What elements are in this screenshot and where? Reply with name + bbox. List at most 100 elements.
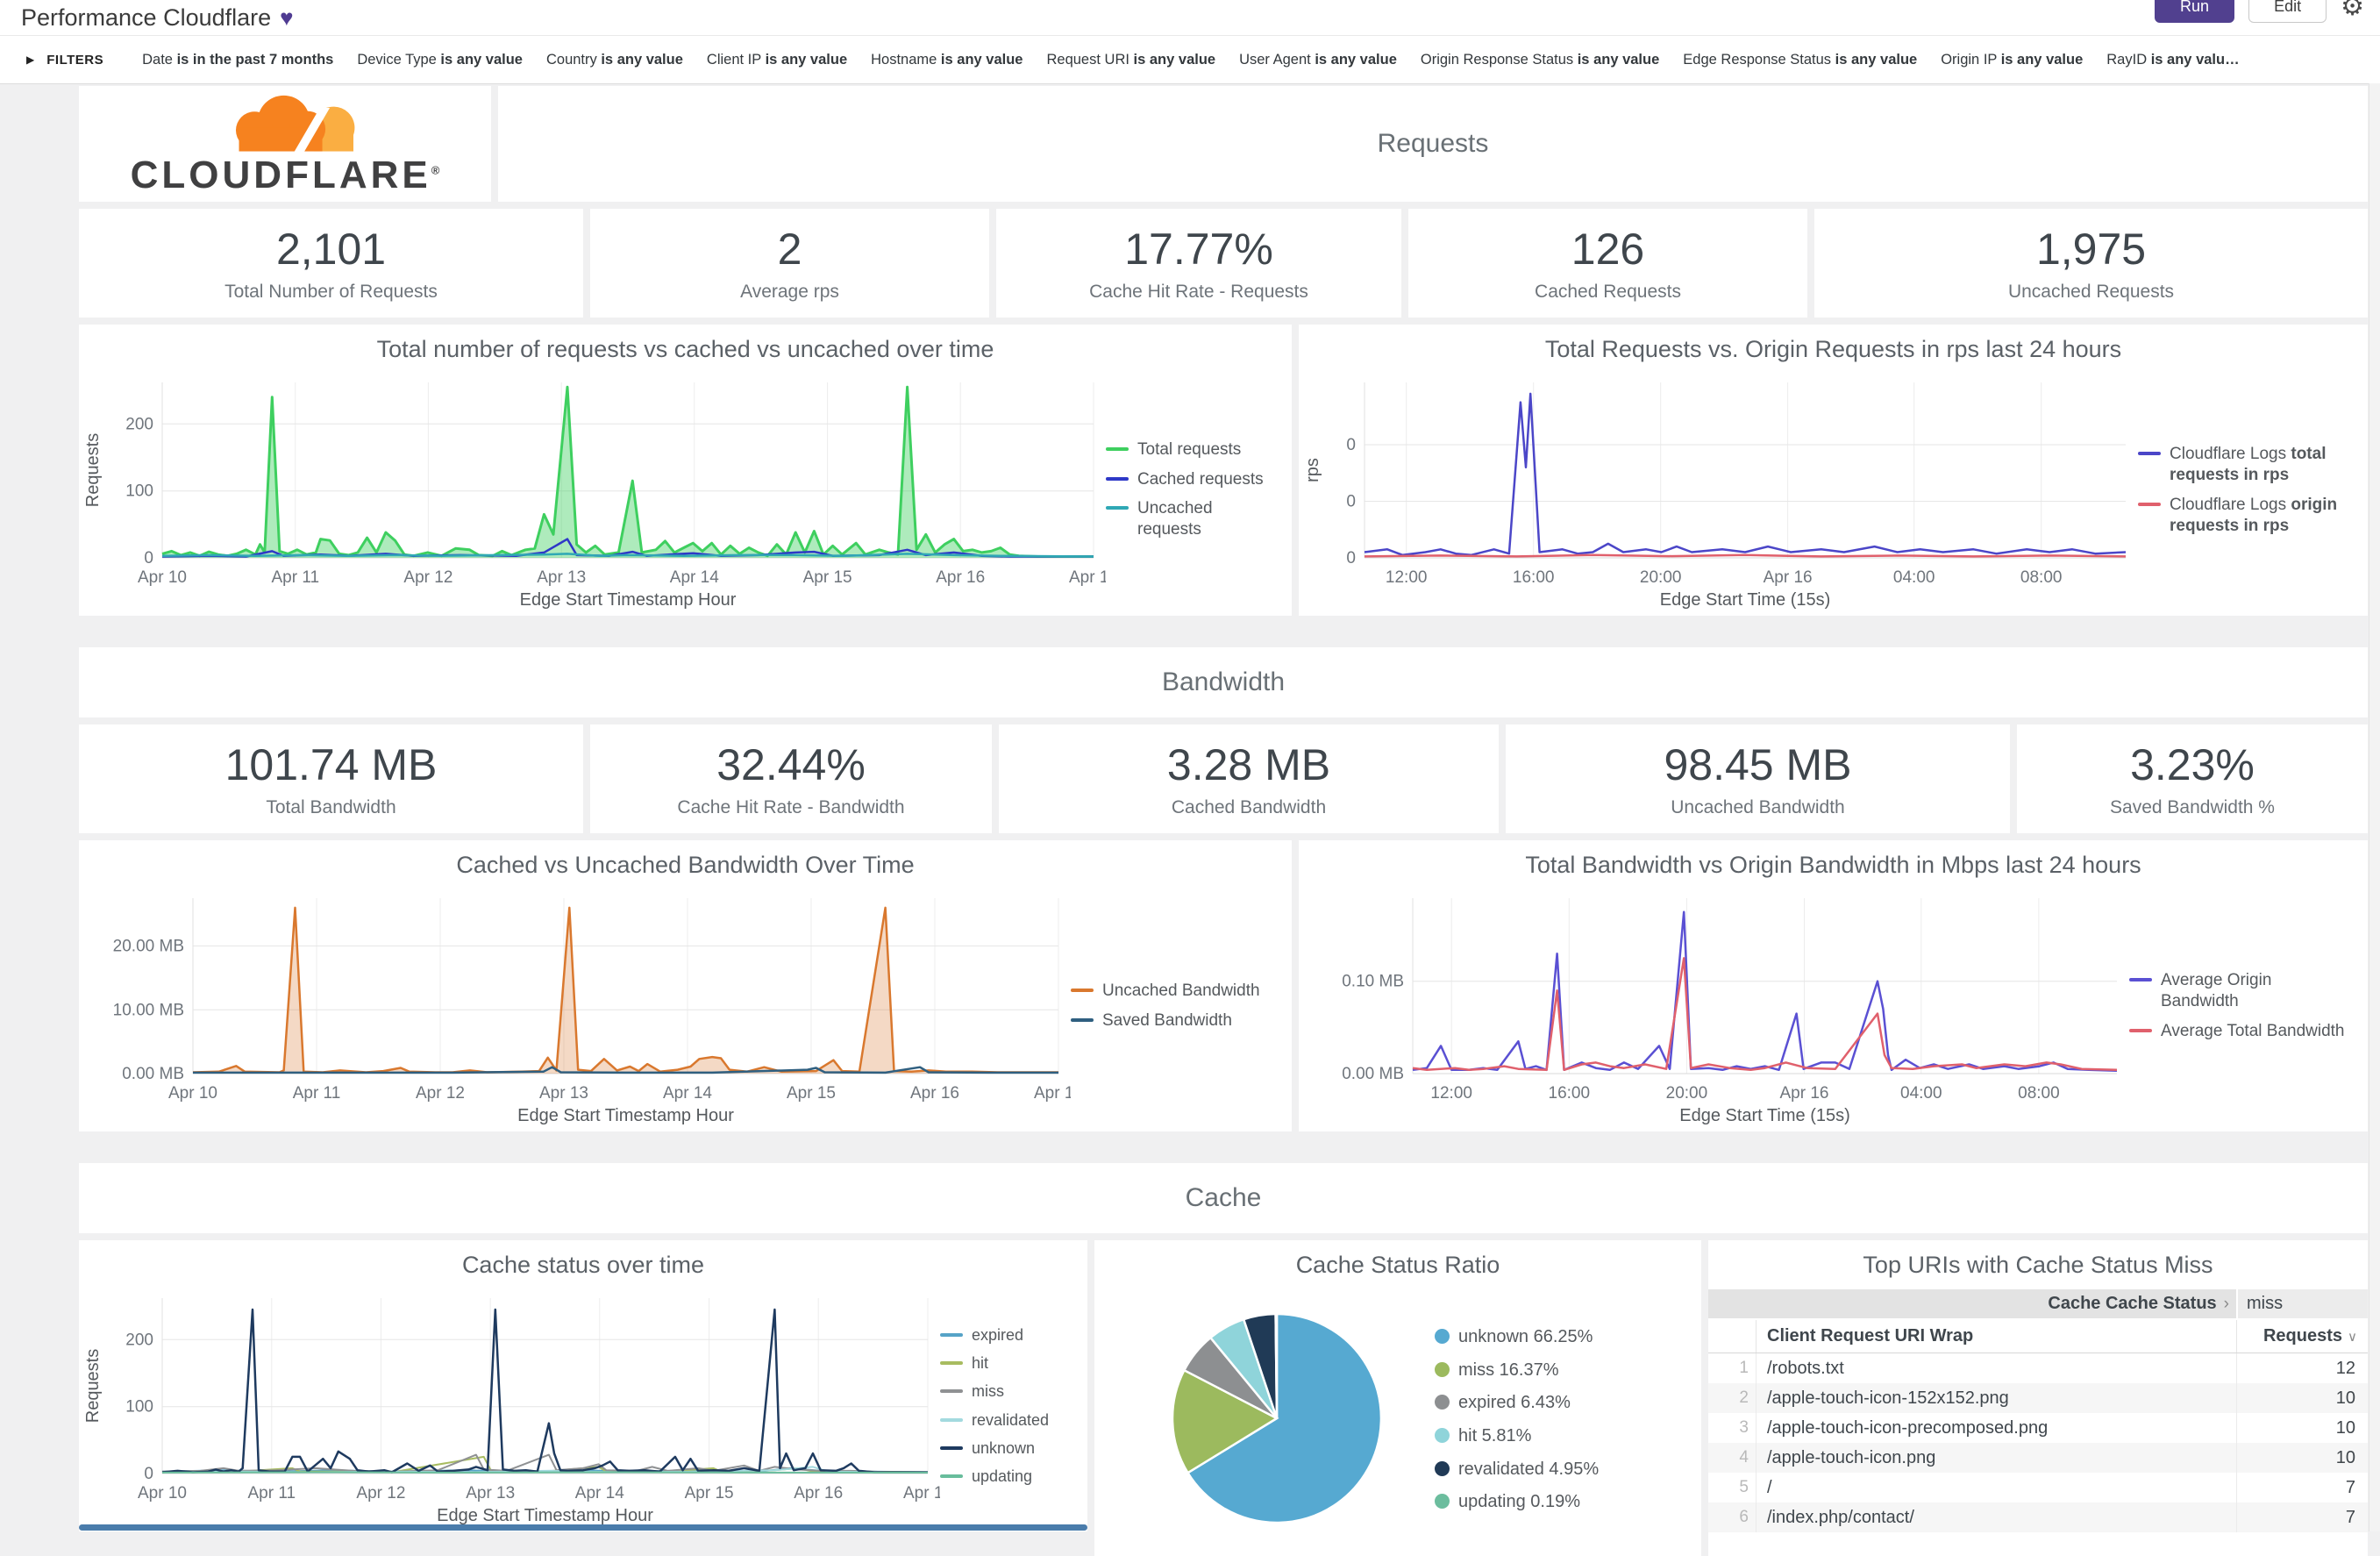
stat-label: Total Bandwidth [266,797,396,817]
legend-item[interactable]: Average Total Bandwidth [2129,1021,2354,1042]
legend-item[interactable]: Cloudflare Logs origin requests in rps [2138,495,2354,538]
requests-stats-row: 2,101 Total Number of Requests 2 Average rp… [79,209,2368,318]
cache-status-ratio-tile: Cache Status Ratio unknown 66.25% miss 16… [1094,1240,1701,1556]
pivot-header[interactable]: Cache Cache Status › [1708,1294,2236,1314]
legend-item[interactable]: miss [940,1381,1073,1402]
legend-swatch [1435,1329,1450,1345]
rps-24h-plot[interactable]: 12:00 16:00 20:00 Apr 16 04:00 08:00 0 0 0 rps Edg… [1299,368,2138,612]
svg-text:Apr 10: Apr 10 [168,1084,217,1103]
legend-item[interactable]: Average Origin Bandwidth [2129,970,2354,1013]
legend-item[interactable]: miss 16.37% [1435,1360,1684,1382]
svg-text:Apr 11: Apr 11 [272,568,320,587]
legend-swatch [1435,1428,1450,1443]
cache-section-title: Cache [1185,1183,1262,1212]
filter-item[interactable]: Client IP is any value [706,51,848,68]
gear-icon[interactable]: ⚙ [2341,0,2364,21]
uri-cell: /apple-touch-icon-precomposed.png [1767,1417,2049,1438]
legend-label: unknown 66.25% [1458,1327,1593,1347]
bandwidth-24h-plot[interactable]: 12:00 16:00 20:00 Apr 16 04:00 08:00 0.00 MB 0.… [1299,884,2129,1128]
svg-text:Edge Start Time (15s): Edge Start Time (15s) [1660,590,1831,610]
legend-item[interactable]: unknown 66.25% [1435,1326,1684,1349]
legend-label: updating [972,1467,1033,1485]
stat-value: 126 [1571,225,1645,274]
run-button[interactable]: Run [2155,0,2235,23]
legend-item[interactable]: expired 6.43% [1435,1392,1684,1415]
legend-item[interactable]: revalidated 4.95% [1435,1459,1684,1481]
legend-swatch [1435,1361,1450,1377]
svg-text:Apr 13: Apr 13 [539,1084,588,1103]
legend-item[interactable]: Total requests [1106,439,1278,460]
filters-expand-icon[interactable]: ▶ [26,54,35,66]
legend-label: miss 16.37% [1458,1360,1559,1380]
chart-svg: 12:00 16:00 20:00 Apr 16 04:00 08:00 0.00 MB 0.… [1342,898,2118,1125]
svg-text:20.00 MB: 20.00 MB [113,938,184,956]
table-row[interactable]: 2/apple-touch-icon-152x152.png 10 [1708,1383,2368,1413]
table-row[interactable]: 4/apple-touch-icon.png 10 [1708,1443,2368,1473]
table-row[interactable]: 1/robots.txt 12 [1708,1353,2368,1383]
legend-item[interactable]: Uncached Bandwidth [1071,981,1278,1002]
table-row[interactable]: 6/index.php/contact/7 [1708,1502,2368,1532]
pivot-header-label: Cache Cache Status [2048,1294,2217,1313]
stat-label: Cached Requests [1535,282,1681,302]
vertical-scrollbar-track[interactable] [2369,83,2380,1531]
svg-text:Apr 17: Apr 17 [903,1484,940,1502]
uri-column-header[interactable]: Client Request URI Wrap [1767,1326,1974,1345]
legend-label: expired 6.43% [1458,1393,1571,1413]
legend-item[interactable]: updating 0.19% [1435,1491,1684,1514]
stat-label: Total Number of Requests [224,282,438,302]
topbar-actions: Run Edit ⚙ [2155,0,2364,23]
svg-text:Requests: Requests [83,1349,103,1424]
filter-item[interactable]: Request URI is any value [1046,51,1216,68]
edit-button[interactable]: Edit [2248,0,2327,23]
svg-text:0: 0 [1346,549,1356,567]
stat-tile: 3.23% Saved Bandwidth % [2017,724,2368,833]
requests-over-time-chart-tile: Total number of requests vs cached vs un… [79,325,1292,616]
top-uris-table-tile: Top URIs with Cache Status Miss Cache Ca… [1708,1240,2368,1556]
chart-title: Cached vs Uncached Bandwidth Over Time [456,852,915,878]
stat-value: 3.23% [2130,740,2255,789]
legend-item[interactable]: Saved Bandwidth [1071,1010,1278,1031]
table-row[interactable]: 3/apple-touch-icon-precomposed.png 10 [1708,1413,2368,1443]
filter-item[interactable]: Origin Response Status is any value [1420,51,1660,68]
chart-title: Total number of requests vs cached vs un… [376,336,994,362]
cache-status-ratio-pie[interactable] [1145,1287,1435,1554]
svg-text:Apr 14: Apr 14 [663,1084,712,1103]
uri-cell: /robots.txt [1767,1358,1844,1378]
legend-item[interactable]: hit 5.81% [1435,1425,1684,1448]
filter-item[interactable]: Country is any value [545,51,683,68]
svg-text:Edge Start Time (15s): Edge Start Time (15s) [1679,1106,1850,1125]
legend-item[interactable]: unknown [940,1438,1073,1459]
cloudflare-logo [191,95,379,161]
svg-text:16:00: 16:00 [1513,568,1555,587]
filter-item[interactable]: User Agent is any value [1239,51,1397,68]
legend-item[interactable]: revalidated [940,1410,1073,1431]
filter-item[interactable]: Device Type is any value [357,51,523,68]
filter-item[interactable]: Hostname is any value [871,51,1023,68]
legend-label: expired [972,1326,1024,1345]
requests-column-header[interactable]: Requests ∨ [2236,1320,2368,1353]
legend-item[interactable]: expired [940,1325,1073,1345]
table-row[interactable]: 5 / 7 [1708,1473,2368,1502]
svg-text:0: 0 [1346,436,1356,454]
filter-item[interactable]: Origin IP is any value [1941,51,2084,68]
legend-item[interactable]: updating [940,1467,1073,1487]
legend-item[interactable]: Cached requests [1106,469,1278,490]
cache-status-plot[interactable]: Apr 10 Apr 11 Apr 12 Apr 13 Apr 14 Apr 15 Apr … [79,1284,952,1528]
stat-tile: 1,975 Uncached Requests [1814,209,2368,318]
legend-item[interactable]: Cloudflare Logs total requests in rps [2138,444,2354,487]
horizontal-scrollbar-thumb[interactable] [79,1524,1087,1531]
filter-item[interactable]: RayID is any valu… [2106,51,2240,68]
filter-item[interactable]: Edge Response Status is any value [1683,51,1918,68]
requests-column-label: Requests [2262,1326,2343,1345]
stat-tile: 2,101 Total Number of Requests [79,209,583,318]
legend-swatch [2138,451,2161,455]
legend-item[interactable]: hit [940,1353,1073,1374]
rps-24h-chart-tile: Total Requests vs. Origin Requests in rp… [1299,325,2368,616]
heart-icon: ♥ [280,4,294,31]
legend-item[interactable]: Uncached requests [1106,498,1278,541]
bandwidth-over-time-plot[interactable]: Apr 10 Apr 11 Apr 12 Apr 13 Apr 14 Apr 15 Apr … [79,884,1083,1128]
filter-item[interactable]: Date is in the past 7 months [142,51,334,68]
bandwidth-over-time-legend: Uncached Bandwidth Saved Bandwidth [1071,884,1292,1128]
cache-status-chart-tile: Cache status over time Apr 10 Apr 11 Apr 1… [79,1240,1087,1531]
requests-over-time-plot[interactable]: Apr 10 Apr 11 Apr 12 Apr 13 Apr 14 Apr 15 Apr … [79,368,1118,612]
